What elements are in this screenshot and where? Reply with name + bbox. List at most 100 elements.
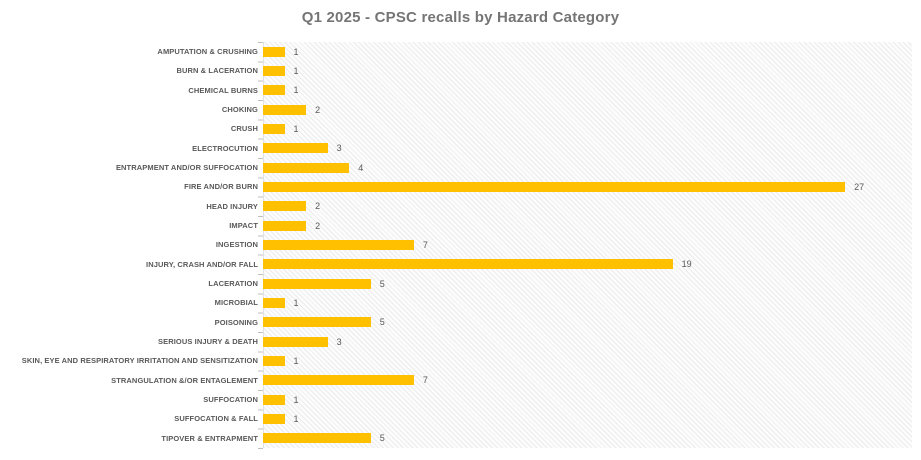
bar [263, 433, 371, 444]
category-label: SUFFOCATION [203, 395, 258, 405]
value-label: 27 [854, 181, 865, 192]
value-label: 19 [681, 259, 692, 270]
category-label: HEAD INJURY [206, 201, 258, 211]
category-label: FIRE AND/OR BURN [184, 182, 258, 192]
value-label: 1 [293, 46, 299, 57]
value-label: 1 [293, 355, 299, 366]
bar-track: 5 [263, 429, 921, 448]
category-label: MICROBIAL [214, 298, 258, 308]
value-label: 7 [422, 375, 428, 386]
bar-track: 5 [263, 274, 921, 293]
bar [263, 278, 371, 289]
category-label: TIPOVER & ENTRAPMENT [161, 433, 258, 443]
category-label: INJURY, CRASH AND/OR FALL [146, 259, 258, 269]
bar [263, 65, 285, 76]
bar-track: 3 [263, 332, 921, 351]
bar-row: POISONING 5 [0, 313, 921, 332]
value-label: 7 [422, 239, 428, 250]
category-label: POISONING [214, 317, 258, 327]
bar-track: 5 [263, 313, 921, 332]
bar-track: 1 [263, 81, 921, 100]
bar [263, 297, 285, 308]
bar [263, 413, 285, 424]
category-label: BURN & LACERATION [176, 66, 258, 76]
bar-track: 2 [263, 100, 921, 119]
value-label: 1 [293, 413, 299, 424]
bar-row: INJURY, CRASH AND/OR FALL 19 [0, 255, 921, 274]
bar-track: 27 [263, 177, 921, 196]
bar-row: MICROBIAL 1 [0, 293, 921, 312]
bar-track: 2 [263, 216, 921, 235]
category-label: SUFFOCATION & FALL [174, 414, 258, 424]
value-label: 1 [293, 394, 299, 405]
bar [263, 181, 846, 192]
value-label: 1 [293, 85, 299, 96]
category-label: CHOKING [221, 105, 258, 115]
value-label: 1 [293, 65, 299, 76]
bar-row: TIPOVER & ENTRAPMENT 5 [0, 429, 921, 448]
category-label: SKIN, EYE AND RESPIRATORY IRRITATION AND… [21, 356, 258, 366]
category-label: ELECTROCUTION [192, 143, 258, 153]
bar [263, 46, 285, 57]
bar-row: CHEMICAL BURNS 1 [0, 81, 921, 100]
bar-row: SUFFOCATION 1 [0, 390, 921, 409]
chart-title: Q1 2025 - CPSC recalls by Hazard Categor… [301, 9, 620, 26]
bar-row: SUFFOCATION & FALL 1 [0, 409, 921, 428]
bar-row: AMPUTATION & CRUSHING 1 [0, 42, 921, 61]
value-label: 2 [315, 201, 321, 212]
bar [263, 375, 414, 386]
bar-row: ELECTROCUTION 3 [0, 139, 921, 158]
value-label: 3 [336, 336, 342, 347]
bar [263, 336, 328, 347]
bar [263, 162, 350, 173]
category-label: CHEMICAL BURNS [188, 85, 258, 95]
bar-track: 1 [263, 293, 921, 312]
bar [263, 317, 371, 328]
bar [263, 201, 307, 212]
bar-track: 1 [263, 390, 921, 409]
bar-track: 19 [263, 255, 921, 274]
bar-track: 2 [263, 197, 921, 216]
category-label: INGESTION [215, 240, 258, 250]
bar-track: 7 [263, 371, 921, 390]
bar-track: 1 [263, 61, 921, 80]
bar-track: 1 [263, 42, 921, 61]
bar-row: HEAD INJURY 2 [0, 197, 921, 216]
bar [263, 259, 673, 270]
category-label: SERIOUS INJURY & DEATH [158, 337, 258, 347]
bar-track: 1 [263, 119, 921, 138]
bar-track: 1 [263, 409, 921, 428]
bar [263, 394, 285, 405]
value-label: 5 [379, 278, 385, 289]
bar-row: IMPACT 2 [0, 216, 921, 235]
category-label: AMPUTATION & CRUSHING [157, 47, 258, 57]
bar [263, 104, 307, 115]
bar [263, 239, 414, 250]
bar-row: BURN & LACERATION 1 [0, 61, 921, 80]
value-label: 2 [315, 104, 321, 115]
bar-track: 3 [263, 139, 921, 158]
bar-row: INGESTION 7 [0, 235, 921, 254]
bar-row: SKIN, EYE AND RESPIRATORY IRRITATION AND… [0, 351, 921, 370]
value-label: 2 [315, 220, 321, 231]
value-label: 5 [379, 433, 385, 444]
bar-rows: AMPUTATION & CRUSHING 1 BURN & LACERATION 1… [0, 42, 921, 448]
bar-row: FIRE AND/OR BURN 27 [0, 177, 921, 196]
value-label: 1 [293, 123, 299, 134]
bar [263, 85, 285, 96]
bar-row: SERIOUS INJURY & DEATH 3 [0, 332, 921, 351]
value-label: 3 [336, 143, 342, 154]
bar [263, 123, 285, 134]
category-axis-ticks [258, 42, 263, 449]
bar-row: STRANGULATION &/OR ENTAGLEMENT 7 [0, 371, 921, 390]
value-label: 5 [379, 317, 385, 328]
category-label: LACERATION [208, 279, 258, 289]
category-label: STRANGULATION &/OR ENTAGLEMENT [111, 375, 258, 385]
category-label: ENTRAPMENT AND/OR SUFFOCATION [115, 163, 258, 173]
bar-row: LACERATION 5 [0, 274, 921, 293]
bar-row: CHOKING 2 [0, 100, 921, 119]
bar [263, 220, 307, 231]
category-label: IMPACT [229, 221, 258, 231]
bar-track: 7 [263, 235, 921, 254]
